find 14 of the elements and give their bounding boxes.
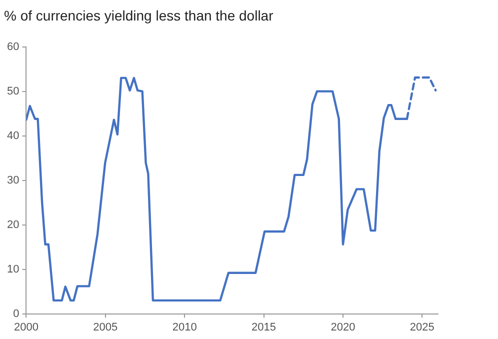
y-tick-label: 60	[6, 40, 20, 53]
x-tick-label: 2000	[14, 321, 38, 334]
x-tick-label: 2020	[330, 321, 356, 334]
y-tick-label: 0	[13, 308, 20, 320]
x-tick-label: 2005	[93, 321, 118, 334]
y-tick-label: 20	[6, 218, 20, 231]
y-tick-label: 30	[6, 174, 20, 186]
x-tick-label: 2025	[410, 321, 434, 334]
x-tick-label: 2015	[252, 321, 276, 334]
x-tick-label: 2010	[172, 321, 197, 334]
chart-title: % of currencies yielding less than the dollar	[4, 7, 274, 24]
y-tick-label: 10	[6, 263, 20, 276]
y-tick-label: 40	[6, 130, 20, 142]
y-tick-label: 50	[6, 85, 20, 98]
